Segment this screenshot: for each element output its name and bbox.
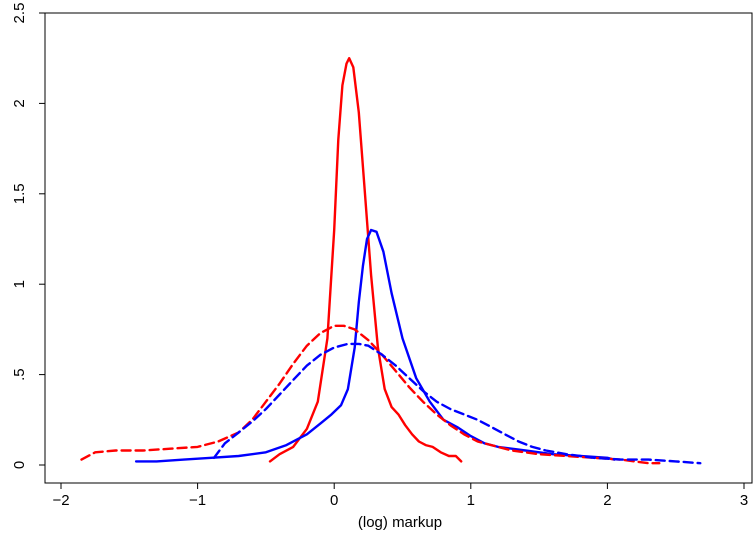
x-tick-label-0: −2: [52, 492, 69, 509]
y-tick-label-0: 0: [11, 461, 28, 469]
x-tick-label-4: 2: [603, 492, 611, 509]
x-tick-label-5: 3: [740, 492, 748, 509]
x-axis-title: (log) markup: [358, 514, 442, 531]
series-layer: [80, 57, 702, 465]
x-tick-label-3: 1: [467, 492, 475, 509]
series-line-blue-dashed: [212, 342, 702, 465]
series-line-red-dashed: [80, 324, 661, 465]
series-line-red-solid: [268, 57, 463, 463]
plot-area-frame: [44, 12, 753, 484]
y-tick-label-2: 1: [11, 280, 28, 288]
x-axis: −2 −1 0 1 2 3: [52, 483, 748, 509]
y-tick-label-3: 1.5: [11, 183, 28, 204]
x-tick-label-1: −1: [189, 492, 206, 509]
x-tick-label-2: 0: [330, 492, 338, 509]
y-tick-label-4: 2: [11, 99, 28, 107]
y-tick-label-5: 2.5: [11, 3, 28, 24]
y-tick-label-1: .5: [11, 368, 28, 381]
y-axis: 0 .5 1 1.5 2 2.5: [11, 3, 45, 469]
